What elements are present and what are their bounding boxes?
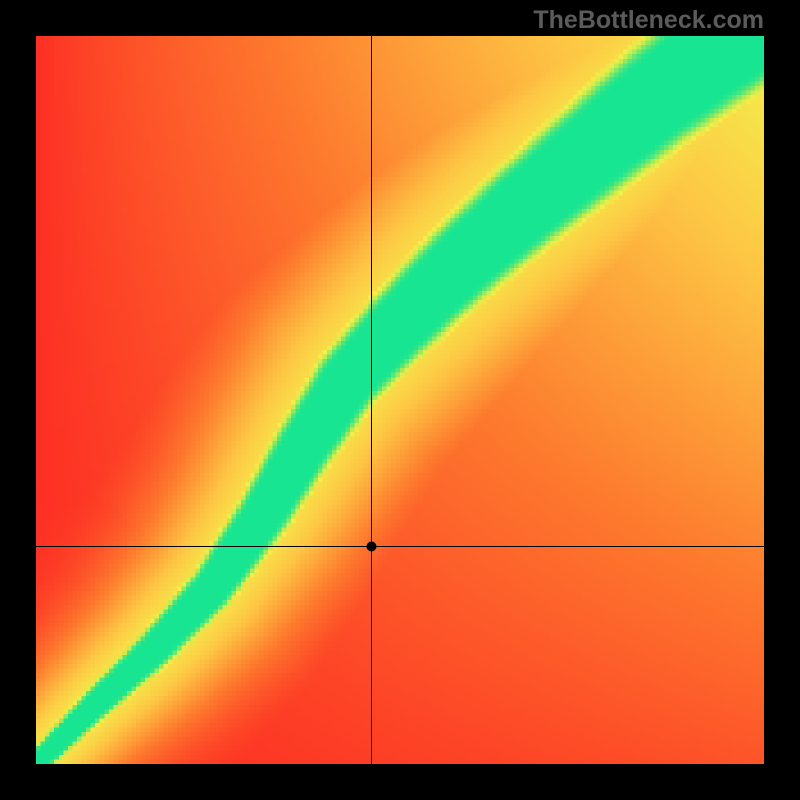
watermark-text: TheBottleneck.com bbox=[533, 6, 764, 35]
crosshair-overlay bbox=[36, 36, 764, 764]
chart-container: TheBottleneck.com bbox=[0, 0, 800, 800]
